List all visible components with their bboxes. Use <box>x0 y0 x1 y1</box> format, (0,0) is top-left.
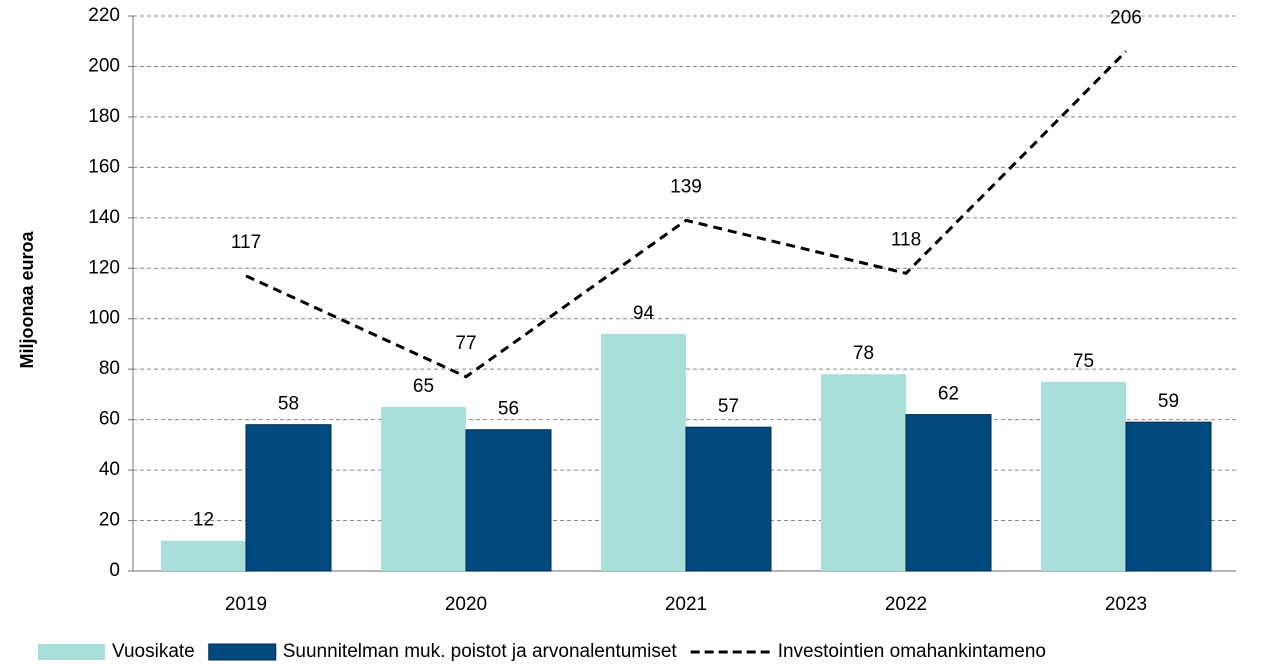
data-label: 12 <box>193 510 214 531</box>
data-label: 59 <box>1158 391 1179 412</box>
y-tick-label: 40 <box>99 459 120 480</box>
bar <box>1041 381 1126 571</box>
data-label: 206 <box>1110 7 1142 28</box>
x-tick-label: 2021 <box>665 594 707 615</box>
bar <box>1125 421 1212 572</box>
data-label: 118 <box>891 229 921 250</box>
y-tick-label: 200 <box>88 55 120 76</box>
legend-label: Vuosikate <box>112 641 195 662</box>
y-tick-label: 120 <box>88 257 120 278</box>
data-label: 58 <box>278 394 299 415</box>
y-tick-label: 80 <box>99 358 120 379</box>
x-tick-label: 2022 <box>885 594 927 615</box>
y-tick-label: 0 <box>109 560 120 581</box>
legend-swatch <box>38 644 105 660</box>
bar <box>161 540 246 571</box>
legend-label: Investointien omahankintameno <box>778 641 1046 662</box>
y-tick-label: 220 <box>88 5 120 26</box>
y-tick-label: 100 <box>88 308 120 329</box>
data-label: 56 <box>498 399 519 420</box>
data-label: 57 <box>718 396 739 417</box>
y-tick-label: 160 <box>88 156 120 177</box>
data-label: 139 <box>670 176 702 197</box>
y-tick-label: 180 <box>88 106 120 127</box>
y-tick-label: 60 <box>99 409 120 430</box>
x-tick-label: 2023 <box>1105 594 1147 615</box>
y-tick-label: 20 <box>99 510 120 531</box>
bar <box>601 333 686 571</box>
data-label: 117 <box>231 232 261 253</box>
data-label: 65 <box>413 376 434 397</box>
bar <box>245 424 332 572</box>
bar <box>905 414 992 572</box>
legend-label: Suunnitelman muk. poistot ja arvonalentu… <box>283 641 678 662</box>
data-label: 94 <box>633 303 655 324</box>
legend-swatch <box>208 643 277 661</box>
bar <box>381 407 466 571</box>
line <box>245 50 1128 379</box>
data-label: 62 <box>938 384 959 405</box>
y-axis-label: Miljoonaa euroa <box>17 231 37 369</box>
x-tick-label: 2020 <box>445 594 487 615</box>
bar <box>685 426 772 572</box>
bar <box>821 374 906 571</box>
data-label: 78 <box>853 343 874 364</box>
y-tick-label: 140 <box>88 207 120 228</box>
x-tick-label: 2019 <box>225 594 267 615</box>
data-label: 77 <box>455 333 476 354</box>
data-label: 75 <box>1073 351 1094 372</box>
bar <box>465 429 552 572</box>
